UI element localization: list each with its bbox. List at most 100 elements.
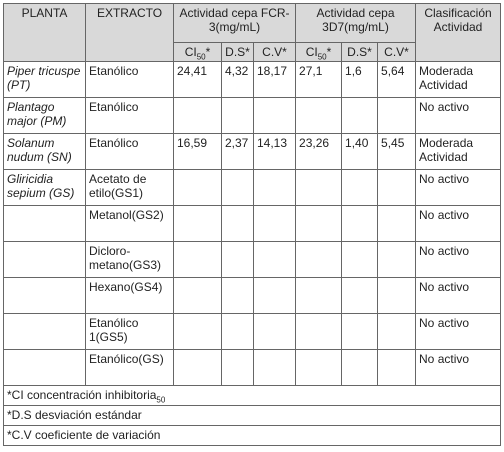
value-cell <box>221 169 254 206</box>
plant-cell: Solanum nudum (SN) <box>3 133 86 170</box>
class-cell: No activo <box>415 241 502 278</box>
plant-cell: Piper tricuspe (PT) <box>3 61 86 98</box>
value-cell <box>377 349 417 386</box>
plant-cell <box>3 205 86 242</box>
value-cell <box>377 313 417 350</box>
value-cell: 23,26 <box>295 133 343 170</box>
header-cell: PLANTA <box>3 3 86 62</box>
value-cell <box>295 241 343 278</box>
footnote-cell: *CI concentración inhibitoria50 <box>2 385 502 406</box>
value-cell <box>221 313 254 350</box>
extract-cell: Etanólico <box>85 133 174 170</box>
value-cell: 5,64 <box>377 61 417 98</box>
data-row: Gliricidia sepium (GS) Acetato de etilo(G… <box>3 169 502 206</box>
value-cell: 2,37 <box>221 133 254 170</box>
class-cell: Moderada Actividad <box>415 133 502 170</box>
value-cell: 14,13 <box>252 133 297 170</box>
header-cell: CI50* <box>295 42 343 62</box>
value-cell: 1,6 <box>341 61 379 98</box>
value-cell <box>252 349 297 386</box>
value-cell <box>377 205 417 242</box>
header-cell: D.S* <box>221 42 254 62</box>
value-cell <box>173 97 222 134</box>
data-row: Etanólico 1(GS5) No activo <box>3 313 502 350</box>
header-cell: CI50* <box>173 42 222 62</box>
value-cell <box>295 97 343 134</box>
value-cell <box>377 241 417 278</box>
value-cell: 18,17 <box>252 61 297 98</box>
value-cell <box>295 205 343 242</box>
class-cell: No activo <box>415 205 502 242</box>
value-cell <box>341 313 379 350</box>
extract-cell: Acetato de etilo(GS1) <box>85 169 174 206</box>
value-cell <box>173 277 222 314</box>
header-cell: Clasificación Actividad <box>415 3 502 62</box>
value-cell <box>295 169 343 206</box>
extract-cell: Etanólico <box>85 61 174 98</box>
header-cell: Actividad cepa FCR-3(mg/mL) <box>172 3 297 43</box>
footnote-cell: *C.V coeficiente de variación <box>2 425 502 446</box>
extract-cell: Etanólico(GS) <box>85 349 174 386</box>
value-cell <box>173 241 222 278</box>
extract-cell: Metanol(GS2) <box>85 205 174 242</box>
value-cell <box>341 277 379 314</box>
class-cell: Moderada Actividad <box>415 61 502 98</box>
value-cell: 27,1 <box>295 61 343 98</box>
value-cell <box>173 349 222 386</box>
value-cell <box>377 97 417 134</box>
value-cell <box>341 349 379 386</box>
value-cell <box>252 241 297 278</box>
footnote-row: *D.S desviación estándar <box>2 405 502 426</box>
value-cell <box>221 97 254 134</box>
text: CI <box>184 45 197 59</box>
value-cell <box>377 277 417 314</box>
value-cell <box>252 313 297 350</box>
value-cell <box>341 97 379 134</box>
value-cell <box>221 205 254 242</box>
value-cell <box>221 349 254 386</box>
value-cell <box>252 97 297 134</box>
subscript: 50 <box>196 52 206 62</box>
text: D.S* <box>225 45 250 59</box>
value-cell <box>252 205 297 242</box>
class-cell: No activo <box>415 349 502 386</box>
value-cell: 4,32 <box>221 61 254 98</box>
subscript: 50 <box>156 395 166 405</box>
value-cell: 5,45 <box>377 133 417 170</box>
value-cell <box>173 313 222 350</box>
value-cell: 16,59 <box>173 133 222 170</box>
header-cell: C.V* <box>377 42 417 62</box>
data-row: Solanum nudum (SN) Etanólico 16,59 2,37 14,1… <box>3 133 502 170</box>
value-cell <box>341 241 379 278</box>
header-row: PLANTA EXTRACTO Actividad cepa FCR-3(mg/mL… <box>3 3 502 62</box>
header-cell: Actividad cepa 3D7(mg/mL) <box>295 3 417 43</box>
header-cell: EXTRACTO <box>85 3 174 62</box>
data-row: Hexano(GS4) No activo <box>3 277 502 314</box>
text: *D.S desviación estándar <box>7 408 142 422</box>
extract-cell: Etanólico <box>85 97 174 134</box>
footnote-cell: *D.S desviación estándar <box>2 405 502 426</box>
header-cell: C.V* <box>252 42 297 62</box>
data-row: Metanol(GS2) No activo <box>3 205 502 242</box>
value-cell <box>377 169 417 206</box>
results-table: PLANTA EXTRACTO Actividad cepa FCR-3(mg/mL… <box>2 3 502 446</box>
plant-cell <box>3 313 86 350</box>
plant-cell: Plantago major (PM) <box>3 97 86 134</box>
text: C.V* <box>262 45 287 59</box>
data-row: Dicloro-metano(GS3) No activo <box>3 241 502 278</box>
text: D.S* <box>347 45 372 59</box>
data-row: Etanólico(GS) No activo <box>3 349 502 386</box>
header-row: CI50* D.S* C.V* CI50* D.S* C.V* <box>4 42 501 62</box>
value-cell: 1,40 <box>341 133 379 170</box>
text: * <box>205 45 211 59</box>
extract-cell: Dicloro-metano(GS3) <box>85 241 174 278</box>
class-cell: No activo <box>415 97 502 134</box>
plant-cell <box>3 241 86 278</box>
subscript: 50 <box>317 52 327 62</box>
class-cell: No activo <box>415 277 502 314</box>
text: C.V* <box>384 45 409 59</box>
value-cell <box>173 169 222 206</box>
text: * <box>326 45 332 59</box>
value-cell <box>341 205 379 242</box>
header-cell: D.S* <box>341 42 379 62</box>
